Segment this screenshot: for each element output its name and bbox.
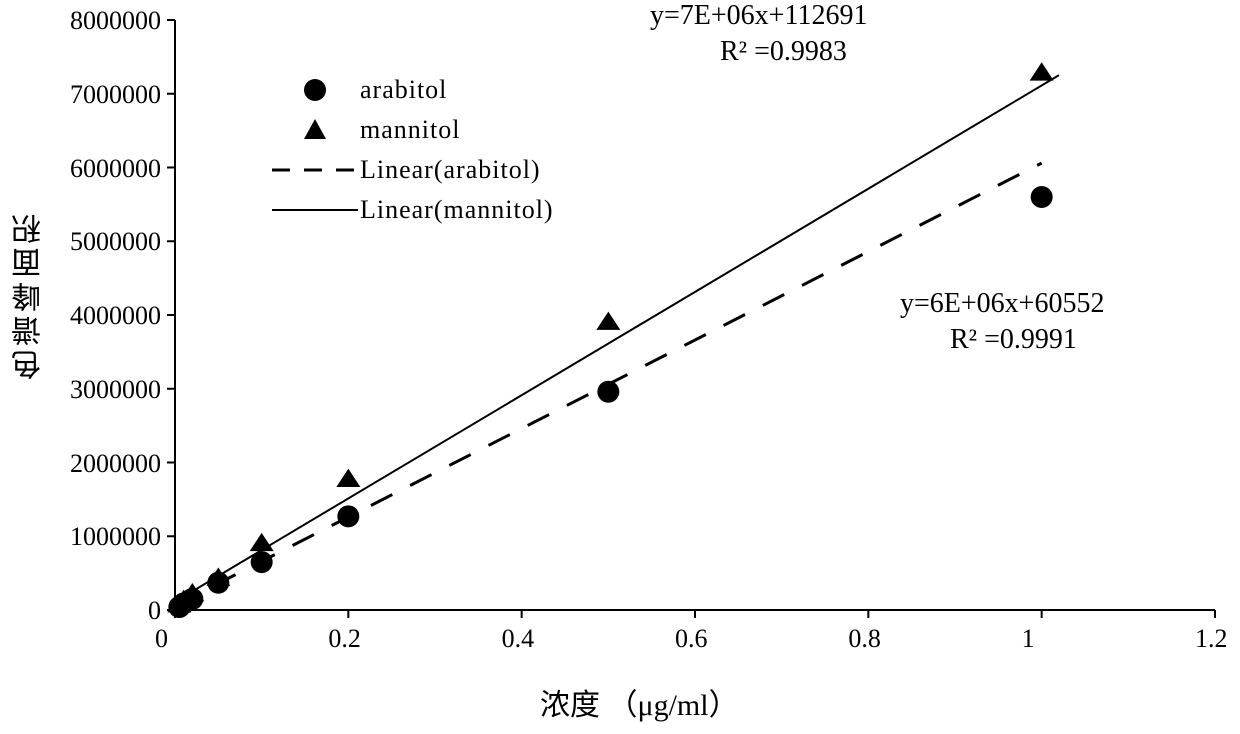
y-axis-label: 色谱峰面积 [8, 210, 52, 380]
x-tick-label: 0.8 [848, 624, 881, 654]
arabitol-equation: y=6E+06x+60552 [900, 288, 1104, 320]
triangle-marker-icon [270, 115, 360, 145]
y-tick-label: 3000000 [70, 375, 161, 405]
legend-item: arabitol [270, 70, 554, 110]
legend-label: arabitol [360, 75, 447, 105]
dashed-line-icon [270, 155, 360, 185]
legend-label: Linear(arabitol) [360, 155, 541, 185]
chart-container: 色谱峰面积 浓度 （μg/ml） arabitol mannitol Linear(… [0, 0, 1240, 734]
x-tick-label: 0.4 [502, 624, 535, 654]
mannitol-equation: y=7E+06x+112691 [650, 0, 867, 32]
y-tick-label: 0 [148, 596, 161, 626]
scatter-chart [0, 0, 1240, 734]
legend-label: mannitol [360, 115, 460, 145]
x-axis-label: 浓度 （μg/ml） [540, 680, 739, 724]
legend-item: Linear(mannitol) [270, 190, 554, 230]
y-tick-label: 8000000 [70, 6, 161, 36]
x-tick-label: 1.2 [1195, 624, 1228, 654]
y-tick-label: 4000000 [70, 301, 161, 331]
legend-label: Linear(mannitol) [360, 195, 554, 225]
y-tick-label: 6000000 [70, 154, 161, 184]
y-tick-label: 1000000 [70, 522, 161, 552]
legend: arabitol mannitol Linear(arabitol) Linear(m… [270, 70, 554, 230]
circle-marker-icon [270, 75, 360, 105]
x-tick-label: 1 [1022, 624, 1035, 654]
legend-item: mannitol [270, 110, 554, 150]
x-tick-label: 0.2 [328, 624, 361, 654]
mannitol-r2: R² =0.9983 [720, 36, 847, 68]
solid-line-icon [270, 195, 360, 225]
arabitol-r2: R² =0.9991 [950, 324, 1077, 356]
y-tick-label: 5000000 [70, 227, 161, 257]
y-tick-label: 7000000 [70, 80, 161, 110]
x-tick-label: 0 [155, 624, 168, 654]
legend-item: Linear(arabitol) [270, 150, 554, 190]
y-tick-label: 2000000 [70, 449, 161, 479]
x-tick-label: 0.6 [675, 624, 708, 654]
